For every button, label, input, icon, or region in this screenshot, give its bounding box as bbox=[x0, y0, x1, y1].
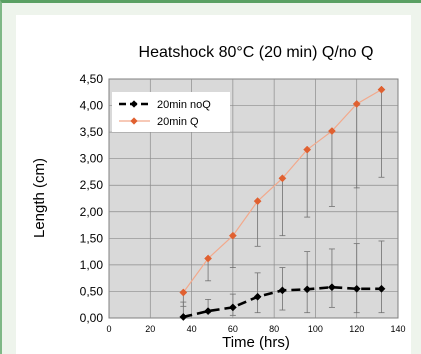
data-point-noq bbox=[204, 307, 213, 316]
x-tick-label: 120 bbox=[349, 324, 364, 334]
chart-panel: Heatshock 80°C (20 min) Q/no Q 0,00 0,50 1… bbox=[16, 15, 411, 354]
y-tick-label: 3,00 bbox=[80, 152, 104, 166]
data-point-noq bbox=[327, 283, 336, 292]
data-point-q bbox=[204, 254, 213, 263]
line-chart: Heatshock 80°C (20 min) Q/no Q 0,00 0,50 1… bbox=[31, 44, 406, 351]
y-tick-label: 0,00 bbox=[80, 311, 104, 325]
legend-marker-q bbox=[130, 117, 138, 125]
x-tick-label: 60 bbox=[228, 324, 238, 334]
legend-marker-noq bbox=[130, 100, 138, 108]
series-layer bbox=[179, 85, 386, 321]
x-tick-label: 140 bbox=[390, 324, 405, 334]
error-bars bbox=[180, 89, 385, 318]
y-tick-label: 4,00 bbox=[80, 99, 104, 113]
x-tick-label: 20 bbox=[145, 324, 155, 334]
y-axis-title: Length (cm) bbox=[31, 158, 48, 238]
data-point-q bbox=[278, 174, 287, 183]
data-point-noq bbox=[377, 284, 386, 293]
data-point-q bbox=[253, 197, 262, 206]
y-tick-label: 1,00 bbox=[80, 258, 104, 272]
x-tick-label: 40 bbox=[187, 324, 197, 334]
y-tick-label: 4,50 bbox=[80, 72, 104, 86]
legend-label-q: 20min Q bbox=[157, 116, 199, 128]
y-tick-label: 0,50 bbox=[80, 284, 104, 298]
data-point-q bbox=[327, 127, 336, 136]
y-tick-label: 3,50 bbox=[80, 125, 104, 139]
data-point-q bbox=[377, 85, 386, 94]
data-point-q bbox=[303, 145, 312, 154]
y-tick-label: 1,50 bbox=[80, 231, 104, 245]
x-tick-label: 100 bbox=[308, 324, 323, 334]
data-point-q bbox=[352, 100, 361, 108]
data-point-noq bbox=[253, 292, 262, 301]
data-point-noq bbox=[179, 312, 188, 321]
x-tick-label: 0 bbox=[106, 324, 111, 334]
data-point-q bbox=[179, 288, 188, 297]
data-point-noq bbox=[352, 284, 361, 293]
data-point-noq bbox=[303, 285, 312, 294]
legend: 20min noQ 20min Q bbox=[112, 92, 230, 132]
data-point-q bbox=[228, 231, 237, 240]
legend-box bbox=[112, 92, 230, 132]
y-tick-label: 2,50 bbox=[80, 178, 104, 192]
data-point-noq bbox=[228, 303, 237, 312]
data-point-noq bbox=[278, 286, 287, 295]
y-tick-label: 2,00 bbox=[80, 205, 104, 219]
x-axis-ticks: 0 20 40 60 80 100 120 140 bbox=[106, 324, 405, 334]
legend-label-noq: 20min noQ bbox=[157, 99, 211, 111]
x-tick-label: 80 bbox=[269, 324, 279, 334]
x-axis-title: Time (hrs) bbox=[222, 334, 290, 351]
chart-title: Heatshock 80°C (20 min) Q/no Q bbox=[139, 44, 374, 61]
y-axis-ticks: 0,00 0,50 1,00 1,50 2,00 2,50 3,00 3,50 4,00 4,50 bbox=[80, 72, 104, 325]
